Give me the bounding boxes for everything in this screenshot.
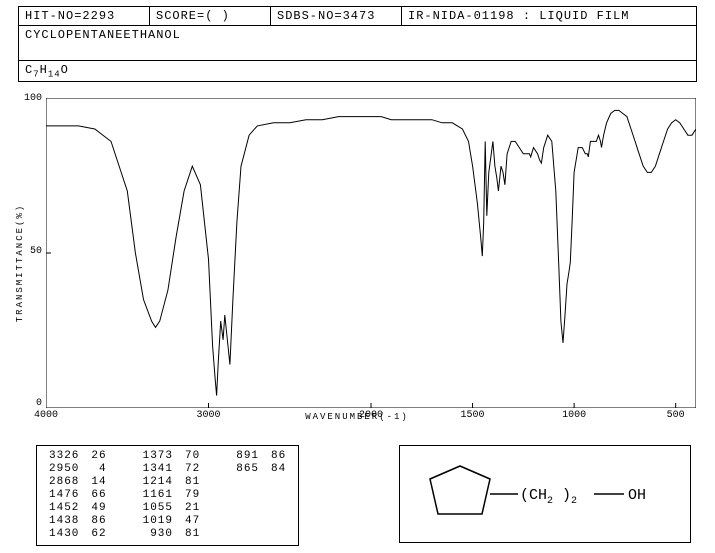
sdbs-value: 3473: [343, 9, 376, 23]
molecular-formula: C7H14O: [19, 61, 696, 81]
score-cell: SCORE=( ): [150, 7, 271, 25]
peak-wn: 1161: [137, 489, 179, 502]
cyclopentane-ring: [430, 466, 490, 514]
peak-wn: [230, 489, 265, 502]
formula-14: 14: [48, 69, 61, 79]
ytick-100: 100: [16, 93, 42, 104]
peak-t: 21: [179, 502, 206, 515]
peak-row: 29504 134172 86584: [43, 463, 292, 476]
peaks-table: 3326261373708918629504134172865842868141…: [36, 445, 299, 546]
y-ticks: [46, 98, 51, 408]
ytick-0: 0: [16, 398, 42, 409]
peak-t: 79: [179, 489, 206, 502]
peak-wn: [230, 476, 265, 489]
ir-id-cell: IR-NIDA-01198 : LIQUID FILM: [402, 7, 696, 25]
x-ticks: [46, 403, 676, 408]
xtick-500: 500: [667, 410, 685, 421]
peak-t: [265, 502, 292, 515]
xtick-3000: 3000: [196, 410, 220, 421]
peak-t: 81: [179, 476, 206, 489]
peak-t: 4: [85, 463, 112, 476]
peak-row: 143886 101947: [43, 515, 292, 528]
y-axis-label: TRANSMITTANCE(%): [15, 193, 25, 333]
peak-wn: 1341: [137, 463, 179, 476]
compound-name: CYCLOPENTANEETHANOL: [19, 26, 696, 61]
peak-wn: 1019: [137, 515, 179, 528]
peak-t: 72: [179, 463, 206, 476]
peak-row: 145249 105521: [43, 502, 292, 515]
peak-t: [265, 489, 292, 502]
peak-wn: 1214: [137, 476, 179, 489]
header-box: HIT-NO=2293 SCORE=( ) SDBS-NO=3473 IR-NI…: [18, 6, 697, 82]
peak-row: 147666 116179: [43, 489, 292, 502]
spectrum-chart: TRANSMITTANCE(%) 100 50 0 WAVENUMBER(-1)…: [18, 98, 696, 428]
peak-wn: 1055: [137, 502, 179, 515]
peak-wn: 3326: [43, 450, 85, 463]
hit-no-label: HIT-NO=: [25, 9, 82, 23]
peak-t: 47: [179, 515, 206, 528]
peak-t: 70: [179, 450, 206, 463]
peak-t: 49: [85, 502, 112, 515]
peak-t: 86: [85, 515, 112, 528]
peak-wn: 1452: [43, 502, 85, 515]
hit-no-value: 2293: [82, 9, 115, 23]
peak-t: 84: [265, 463, 292, 476]
peak-t: 86: [265, 450, 292, 463]
hit-no-cell: HIT-NO=2293: [19, 7, 150, 25]
peak-wn: 2950: [43, 463, 85, 476]
peak-row: 143062 93081: [43, 528, 292, 541]
peak-t: [265, 515, 292, 528]
x-axis-label: WAVENUMBER(-1): [305, 412, 409, 422]
xtick-1000: 1000: [562, 410, 586, 421]
peak-wn: 1373: [137, 450, 179, 463]
peak-wn: 1438: [43, 515, 85, 528]
xtick-4000: 4000: [34, 410, 58, 421]
ir-id-value: IR-NIDA-01198 : LIQUID FILM: [408, 9, 629, 23]
score-value: ( ): [205, 9, 230, 23]
peak-t: 81: [179, 528, 206, 541]
peak-wn: 1476: [43, 489, 85, 502]
peak-row: 332626 137370 89186: [43, 450, 292, 463]
formula-c: C: [25, 63, 33, 77]
chart-svg: [46, 98, 696, 408]
peak-wn: 2868: [43, 476, 85, 489]
oh-group: OH: [628, 487, 646, 504]
ch2-group: (CH2 )2: [520, 487, 577, 507]
peak-t: [265, 528, 292, 541]
peak-wn: [230, 528, 265, 541]
peak-t: 66: [85, 489, 112, 502]
formula-o: O: [61, 63, 69, 77]
peak-wn: 1430: [43, 528, 85, 541]
ytick-50: 50: [16, 246, 42, 257]
peak-t: 62: [85, 528, 112, 541]
peak-t: 26: [85, 450, 112, 463]
xtick-1500: 1500: [461, 410, 485, 421]
xtick-2000: 2000: [359, 410, 383, 421]
peak-wn: [230, 502, 265, 515]
sdbs-cell: SDBS-NO=3473: [271, 7, 402, 25]
peak-wn: 865: [230, 463, 265, 476]
peak-row: 286814 121481: [43, 476, 292, 489]
peak-wn: [230, 515, 265, 528]
structure-diagram: (CH2 )2 OH: [399, 445, 691, 543]
plot-border: [46, 98, 696, 408]
header-row-1: HIT-NO=2293 SCORE=( ) SDBS-NO=3473 IR-NI…: [19, 7, 696, 26]
peaks-table-body: 3326261373708918629504134172865842868141…: [43, 450, 292, 541]
peak-t: 14: [85, 476, 112, 489]
peak-wn: 930: [137, 528, 179, 541]
peak-wn: 891: [230, 450, 265, 463]
peak-t: [265, 476, 292, 489]
spectrum-line: [46, 110, 696, 395]
formula-h: H: [40, 63, 48, 77]
score-label: SCORE=: [156, 9, 205, 23]
sdbs-label: SDBS-NO=: [277, 9, 343, 23]
